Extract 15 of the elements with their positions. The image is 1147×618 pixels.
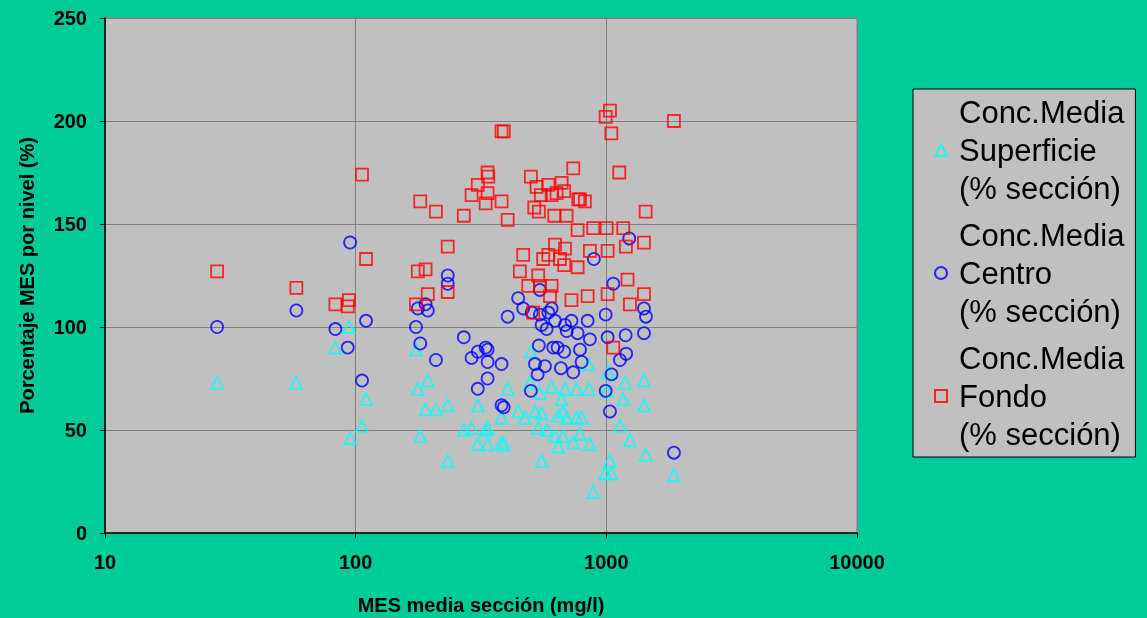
legend-label: Conc.Media Centro (% sección): [959, 217, 1126, 329]
y-tick-label: 250: [53, 7, 87, 29]
x-tick-label: 1000: [584, 551, 629, 573]
x-tick-label: 100: [338, 551, 373, 573]
y-tick-label: 0: [75, 522, 87, 544]
y-tick-label: 150: [53, 213, 87, 235]
y-tick-label: 50: [64, 419, 87, 441]
y-tick-label: 100: [53, 316, 87, 338]
legend-label: Conc.Media Fondo (% sección): [959, 340, 1126, 452]
x-axis-title: MES media sección (mg/l): [357, 594, 605, 616]
y-axis-title: Porcentaje MES por nivel (%): [16, 137, 38, 414]
legend-label: Conc.Media Superficie (% sección): [959, 94, 1126, 206]
x-tick-label: 10000: [829, 551, 885, 573]
y-tick-label: 200: [53, 110, 87, 132]
x-tick-label: 10: [93, 551, 117, 573]
